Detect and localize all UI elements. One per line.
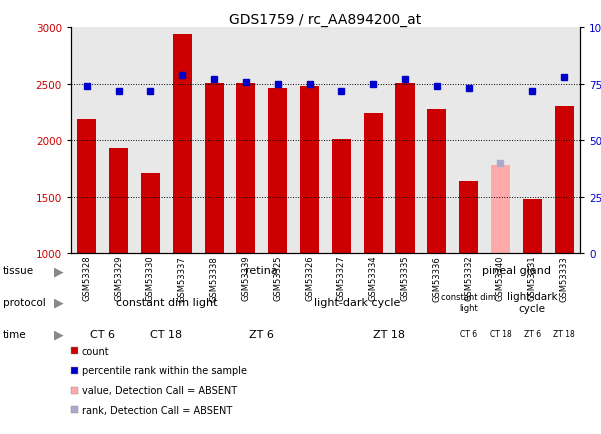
Text: time: time	[3, 329, 26, 339]
Text: tissue: tissue	[3, 266, 34, 276]
Bar	[268, 89, 287, 254]
Text: constant dim light: constant dim light	[115, 298, 217, 307]
Text: CT 18: CT 18	[150, 329, 183, 339]
Text: ▶: ▶	[53, 296, 63, 309]
Text: rank, Detection Call = ABSENT: rank, Detection Call = ABSENT	[82, 405, 232, 414]
Bar	[141, 174, 160, 254]
Text: value, Detection Call = ABSENT: value, Detection Call = ABSENT	[82, 385, 237, 395]
Bar	[78, 120, 96, 254]
Bar	[459, 182, 478, 254]
Text: count: count	[82, 346, 109, 356]
Text: percentile rank within the sample: percentile rank within the sample	[82, 366, 247, 375]
Bar	[427, 109, 447, 254]
Bar	[300, 87, 319, 254]
Text: ZT 6: ZT 6	[523, 330, 541, 339]
Text: CT 6: CT 6	[90, 329, 115, 339]
Bar	[523, 200, 542, 254]
Text: retina: retina	[245, 266, 278, 276]
Bar	[236, 84, 255, 254]
Text: ▶: ▶	[53, 264, 63, 277]
Bar	[172, 35, 192, 254]
Bar	[332, 140, 351, 254]
Bar	[364, 114, 383, 254]
Title: GDS1759 / rc_AA894200_at: GDS1759 / rc_AA894200_at	[230, 13, 421, 27]
Text: ZT 18: ZT 18	[373, 329, 405, 339]
Text: ▶: ▶	[53, 328, 63, 341]
Text: light-dark
cycle: light-dark cycle	[507, 292, 558, 313]
Text: CT 6: CT 6	[460, 330, 477, 339]
Text: constant dim
light: constant dim light	[441, 293, 496, 312]
Bar	[491, 166, 510, 254]
Bar	[395, 83, 415, 254]
Text: protocol: protocol	[3, 298, 46, 307]
Bar	[109, 149, 128, 254]
Text: pineal gland: pineal gland	[482, 266, 551, 276]
Text: light-dark cycle: light-dark cycle	[314, 298, 400, 307]
Text: ZT 6: ZT 6	[249, 329, 274, 339]
Text: CT 18: CT 18	[490, 330, 511, 339]
Text: ZT 18: ZT 18	[553, 330, 575, 339]
Bar	[204, 83, 224, 254]
Bar	[555, 107, 573, 254]
